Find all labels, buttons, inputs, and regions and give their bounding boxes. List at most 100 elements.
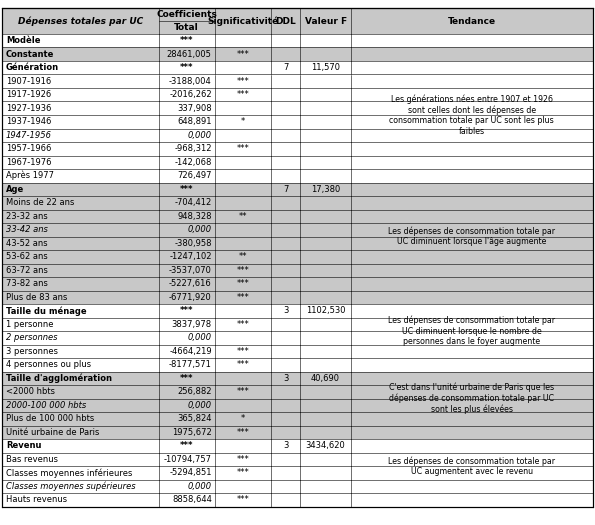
Text: Classes moyennes supérieures: Classes moyennes supérieures	[6, 481, 136, 491]
Text: 1 personne: 1 personne	[6, 320, 54, 329]
Text: -2016,262: -2016,262	[169, 90, 212, 99]
Bar	[2, 101, 593, 115]
Text: 648,891: 648,891	[177, 117, 212, 126]
Bar	[2, 8, 593, 34]
Bar	[2, 425, 593, 439]
Bar	[2, 479, 593, 493]
Text: Classes moyennes inférieures: Classes moyennes inférieures	[6, 468, 132, 478]
Text: 17,380: 17,380	[311, 185, 340, 194]
Text: *: *	[241, 414, 245, 423]
Text: 1957-1966: 1957-1966	[6, 144, 51, 153]
Text: -6771,920: -6771,920	[169, 293, 212, 302]
Text: 3: 3	[283, 306, 289, 315]
Text: Modèle: Modèle	[6, 36, 40, 45]
Bar	[2, 344, 593, 358]
Text: 1947-1956: 1947-1956	[6, 131, 52, 140]
Text: 40,690: 40,690	[311, 374, 340, 383]
Text: -1247,102: -1247,102	[169, 252, 212, 261]
Text: 28461,005: 28461,005	[167, 50, 212, 59]
Text: 3: 3	[283, 441, 289, 450]
Text: 63-72 ans: 63-72 ans	[6, 266, 48, 275]
Text: 1967-1976: 1967-1976	[6, 158, 52, 167]
Text: ***: ***	[236, 346, 249, 356]
Text: **: **	[239, 252, 247, 261]
Text: Total: Total	[174, 23, 199, 32]
Text: ***: ***	[180, 63, 193, 72]
Bar	[2, 277, 593, 290]
Text: 256,882: 256,882	[177, 387, 212, 396]
Text: 1102,530: 1102,530	[306, 306, 345, 315]
Text: Age: Age	[6, 185, 24, 194]
Text: ***: ***	[236, 320, 249, 329]
Text: 0,000: 0,000	[187, 482, 212, 491]
Text: ***: ***	[180, 36, 193, 45]
Text: 2 personnes: 2 personnes	[6, 333, 58, 342]
Text: -3188,004: -3188,004	[169, 77, 212, 86]
Text: Constante: Constante	[6, 50, 54, 59]
Text: 73-82 ans: 73-82 ans	[6, 279, 48, 288]
Text: 0,000: 0,000	[187, 401, 212, 410]
Text: 1907-1916: 1907-1916	[6, 77, 51, 86]
Text: Les dépenses de consommation totale par
UC augmentent avec le revenu: Les dépenses de consommation totale par …	[389, 456, 555, 476]
Text: Taille d'agglomération: Taille d'agglomération	[6, 373, 112, 383]
Bar	[2, 466, 593, 479]
Text: 3: 3	[283, 374, 289, 383]
Text: 53-62 ans: 53-62 ans	[6, 252, 48, 261]
Text: -8177,571: -8177,571	[169, 360, 212, 369]
Bar	[2, 385, 593, 398]
Text: 948,328: 948,328	[177, 212, 212, 220]
Bar	[2, 439, 593, 453]
Bar	[2, 129, 593, 142]
Text: 0,000: 0,000	[187, 225, 212, 234]
Text: ***: ***	[236, 495, 249, 504]
Text: **: **	[239, 212, 247, 220]
Text: Unité urbaine de Paris: Unité urbaine de Paris	[6, 428, 99, 437]
Text: ***: ***	[236, 144, 249, 153]
Text: 3434,620: 3434,620	[306, 441, 346, 450]
Text: ***: ***	[236, 428, 249, 437]
Text: 1917-1926: 1917-1926	[6, 90, 51, 99]
Text: 4 personnes ou plus: 4 personnes ou plus	[6, 360, 91, 369]
Text: 7: 7	[283, 185, 289, 194]
Bar	[2, 358, 593, 372]
Text: 7: 7	[283, 63, 289, 72]
Text: <2000 hbts: <2000 hbts	[6, 387, 55, 396]
Bar	[2, 47, 593, 61]
Bar	[2, 318, 593, 331]
Bar	[2, 290, 593, 304]
Text: 0,000: 0,000	[187, 333, 212, 342]
Text: 23-32 ans: 23-32 ans	[6, 212, 48, 220]
Bar	[2, 88, 593, 101]
Text: ***: ***	[236, 455, 249, 464]
Bar	[2, 250, 593, 264]
Text: -10794,757: -10794,757	[164, 455, 212, 464]
Text: ***: ***	[236, 77, 249, 86]
Text: -142,068: -142,068	[174, 158, 212, 167]
Text: -3537,070: -3537,070	[169, 266, 212, 275]
Bar	[2, 372, 593, 385]
Text: Hauts revenus: Hauts revenus	[6, 495, 67, 504]
Text: Les dépenses de consommation totale par
UC diminuent lorsque l'âge augmente: Les dépenses de consommation totale par …	[389, 227, 555, 246]
Bar	[2, 75, 593, 88]
Bar	[2, 304, 593, 318]
Text: Coefficients: Coefficients	[156, 10, 217, 19]
Text: 1927-1936: 1927-1936	[6, 104, 51, 113]
Text: 1937-1946: 1937-1946	[6, 117, 51, 126]
Text: 33-42 ans: 33-42 ans	[6, 225, 48, 234]
Text: 3837,978: 3837,978	[171, 320, 212, 329]
Bar	[2, 196, 593, 209]
Text: *: *	[241, 117, 245, 126]
Text: Taille du ménage: Taille du ménage	[6, 306, 87, 316]
Text: 3 personnes: 3 personnes	[6, 346, 58, 356]
Text: ***: ***	[236, 90, 249, 99]
Text: ***: ***	[236, 279, 249, 288]
Bar	[2, 209, 593, 223]
Text: 2000-100 000 hbts: 2000-100 000 hbts	[6, 401, 86, 410]
Text: 8858,644: 8858,644	[172, 495, 212, 504]
Text: 365,824: 365,824	[177, 414, 212, 423]
Bar	[2, 236, 593, 250]
Text: -968,312: -968,312	[174, 144, 212, 153]
Text: ***: ***	[180, 185, 193, 194]
Text: Tendance: Tendance	[448, 16, 496, 26]
Text: ***: ***	[236, 266, 249, 275]
